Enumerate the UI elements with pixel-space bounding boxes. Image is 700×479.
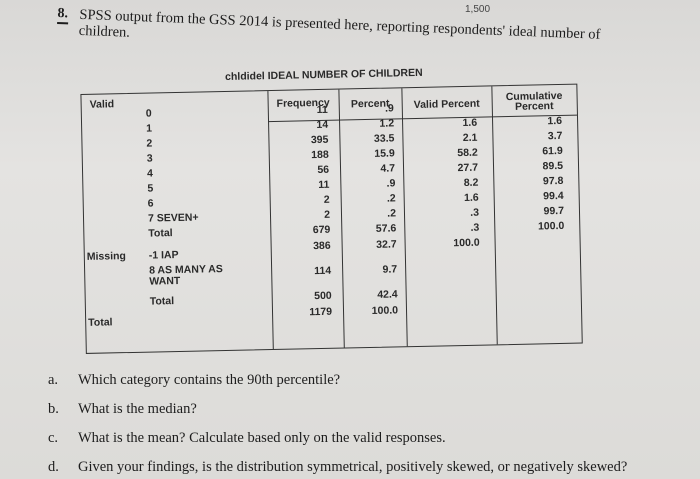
row-label: 0	[145, 107, 152, 120]
row-label: 7 SEVEN+	[147, 211, 199, 225]
cell-percent: 32.7	[376, 238, 397, 251]
cell-cumulative: 1.6	[547, 114, 563, 128]
cell-frequency: 2	[323, 193, 330, 206]
sub-question-text: Given your findings, is the distribution…	[78, 459, 628, 475]
header-valid-percent: Valid Percent	[413, 97, 480, 112]
cell-cumulative: 3.7	[547, 129, 563, 143]
cell-cumulative: 97.8	[542, 174, 564, 188]
cell-cumulative: 99.7	[543, 204, 565, 218]
group-valid: Valid	[89, 98, 115, 111]
table-title-text: IDEAL NUMBER OF CHILDREN	[267, 66, 423, 83]
list-item: d. Given your findings, is the distributi…	[48, 459, 627, 476]
group-missing: Missing	[86, 250, 127, 263]
sub-question-text: Which category contains the 90th percent…	[78, 372, 341, 388]
row-label: 1	[146, 122, 153, 135]
cell-cumulative: 100.0	[537, 219, 565, 233]
row-label: 8 AS MANY AS WANT	[149, 263, 223, 288]
cell-frequency: 114	[314, 264, 332, 278]
page-number: 1,500	[465, 4, 491, 15]
cell-frequency: 395	[310, 133, 329, 147]
cell-valid-percent: .3	[470, 206, 480, 219]
cell-cumulative: 89.5	[542, 159, 564, 173]
list-item: b. What is the median?	[48, 401, 197, 418]
sub-question-text: What is the mean? Calculate based only o…	[78, 430, 446, 446]
cell-percent: 33.5	[373, 132, 395, 145]
cell-valid-percent: 8.2	[463, 176, 479, 189]
row-label: Total	[149, 295, 175, 308]
table-var-name: chldidel	[224, 70, 265, 83]
question-number: 8.	[57, 5, 69, 25]
cell-valid-percent: 2.1	[462, 131, 478, 144]
cell-frequency: 1179	[309, 305, 333, 319]
list-item: c. What is the mean? Calculate based only…	[48, 430, 446, 447]
question-text: SPSS output from the GSS 2014 is present…	[79, 7, 640, 60]
row-label: 5	[147, 182, 154, 195]
cell-percent: 42.4	[377, 288, 398, 301]
group-total: Total	[88, 316, 113, 329]
cell-percent: .9	[384, 102, 394, 115]
cell-cumulative: 61.9	[542, 144, 563, 158]
cell-percent: 15.9	[374, 147, 395, 160]
cell-valid-percent: 58.2	[457, 146, 478, 160]
cell-frequency: 11	[318, 178, 330, 192]
cell-valid-percent: 1.6	[463, 191, 479, 204]
cell-percent: 4.7	[380, 162, 396, 175]
row-label: 2	[146, 137, 153, 150]
row-label: 6	[147, 197, 154, 210]
cell-percent: 1.2	[379, 117, 395, 130]
row-label: 3	[146, 152, 153, 165]
sub-question-text: What is the median?	[78, 401, 197, 417]
cell-frequency: 679	[312, 223, 331, 237]
question-header: 8. SPSS output from the GSS 2014 is pres…	[57, 0, 658, 43]
sub-question-letter: d.	[48, 459, 59, 475]
cell-percent: .9	[386, 177, 396, 190]
sub-question-letter: a.	[48, 372, 59, 388]
sub-question-letter: c.	[48, 430, 59, 446]
row-label: -1 IAP	[148, 248, 179, 262]
cell-valid-percent: 100.0	[453, 236, 480, 250]
cell-percent: 57.6	[375, 222, 397, 235]
cell-percent: .2	[386, 192, 396, 205]
frequency-table: chldidel IDEAL NUMBER OF CHILDREN Freque…	[80, 64, 583, 364]
table-title: chldidel IDEAL NUMBER OF CHILDREN	[225, 67, 423, 83]
list-item: a. Which category contains the 90th perce…	[48, 372, 340, 389]
cell-percent: 9.7	[382, 263, 398, 276]
cell-frequency: 188	[311, 148, 329, 162]
table-box: Frequency Percent Valid Percent Cumulati…	[80, 83, 583, 354]
cell-cumulative: 99.4	[543, 189, 564, 203]
sub-question-letter: b.	[48, 401, 59, 417]
cell-frequency: 2	[324, 208, 331, 221]
cell-frequency: 14	[316, 118, 329, 132]
row-label: Total	[148, 227, 173, 240]
cell-frequency: 500	[314, 289, 332, 303]
cell-percent: .2	[387, 207, 397, 220]
header-cumulative-percent: Cumulative Percent	[505, 89, 563, 113]
cell-frequency: 56	[317, 163, 330, 177]
cell-valid-percent: 1.6	[462, 116, 478, 129]
cell-percent: 100.0	[371, 304, 399, 317]
cell-valid-percent: .3	[470, 221, 480, 234]
row-label: 4	[146, 167, 154, 180]
cell-frequency: 386	[312, 239, 331, 253]
cell-valid-percent: 27.7	[457, 161, 479, 175]
cell-frequency: 11	[316, 103, 328, 117]
